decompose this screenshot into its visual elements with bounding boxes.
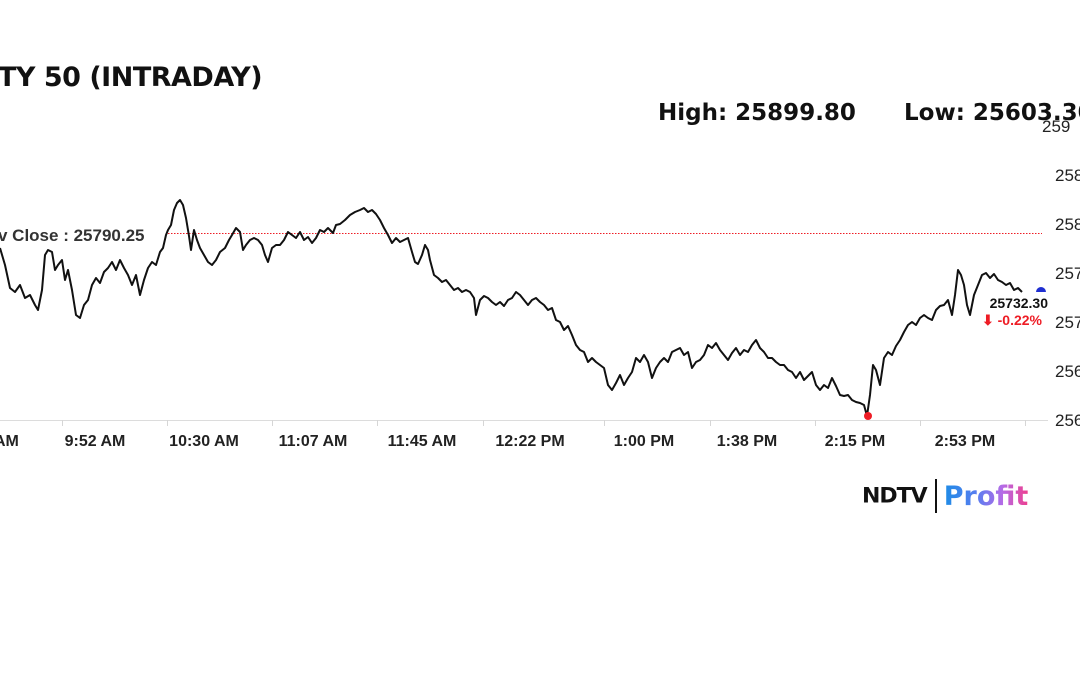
x-tick: 9:52 AM [65,433,126,450]
y-tick: 258 [1055,215,1080,234]
prev-close-label: v Close : 25790.25 [0,226,144,245]
x-tick: 2:15 PM [825,433,885,450]
logo-divider [934,479,937,513]
y-tick: 259 [1042,117,1070,136]
y-tick: 257 [1055,264,1080,283]
x-tick: 2:53 PM [935,433,995,450]
ndtv-profit-logo: NDTV Profit [862,478,1028,514]
ndtv-wordmark: NDTV [862,484,928,508]
y-tick: 256 [1055,411,1080,430]
y-tick: 256 [1055,362,1080,381]
x-tick: 1:38 PM [717,433,777,450]
x-tick: 11:07 AM [279,433,348,450]
low-value: Low: 25603.30 [904,100,1080,126]
high-value: High: 25899.80 [658,100,856,126]
x-tick: AM [0,433,19,450]
y-tick: 258 [1055,166,1080,185]
price-line [0,199,1023,417]
x-tick: 1:00 PM [614,433,674,450]
y-axis: 259 258 258 257 257 256 256 [1042,117,1080,430]
last-price-label: 25732.30 [990,295,1049,311]
profit-wordmark: Profit [943,480,1029,512]
change-percent-label: ⬇ -0.22% [982,312,1043,328]
chart-title: TY 50 (INTRADAY) [0,62,263,93]
x-tick: 10:30 AM [169,433,239,450]
x-tick: 11:45 AM [388,433,457,450]
last-price-marker [1036,287,1046,292]
low-marker [864,412,872,420]
x-tick: 12:22 PM [495,433,564,450]
y-tick: 257 [1055,313,1080,332]
x-axis: AM 9:52 AM 10:30 AM 11:07 AM 11:45 AM 12… [0,420,1048,450]
